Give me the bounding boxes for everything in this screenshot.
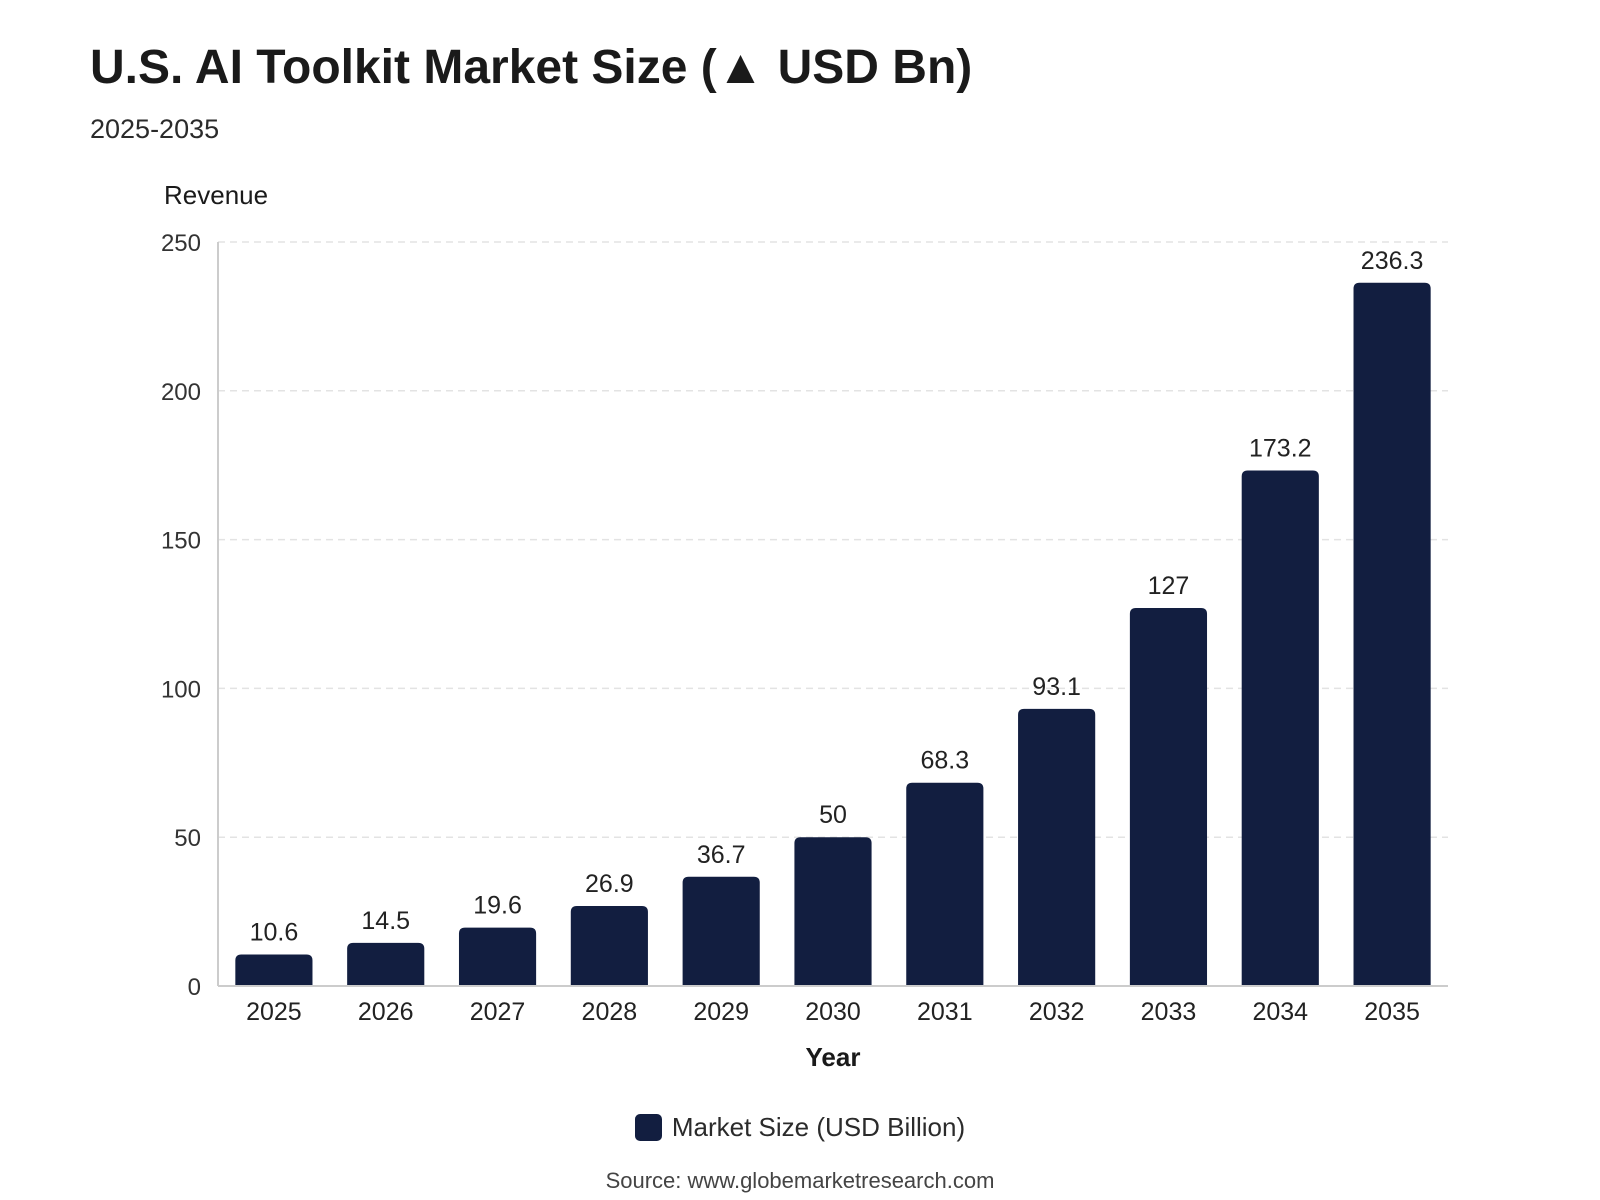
bar-2032 (1018, 708, 1096, 986)
x-axis-ticks: 2025 2026 2027 2028 2029 2030 2031 2032 2033 2034… (246, 998, 1420, 1026)
data-label-2031: 68.3 (920, 747, 969, 775)
bar-2027 (458, 927, 537, 986)
data-label-2029: 36.7 (697, 841, 746, 869)
data-label-2025: 10.6 (250, 918, 299, 946)
data-label-2032: 93.1 (1032, 673, 1081, 701)
x-tick-label-2025: 2025 (246, 998, 302, 1026)
y-axis-ticks: 0 50 100 150 200 250 (161, 230, 201, 1001)
x-tick-label-2027: 2027 (470, 998, 526, 1026)
x-tick-label-2029: 2029 (693, 998, 749, 1026)
x-tick-label-2035: 2035 (1364, 998, 1420, 1026)
x-axis-label: Year (806, 1042, 861, 1072)
data-label-2026: 14.5 (361, 907, 410, 935)
legend-label: Market Size (USD Billion) (671, 1112, 966, 1142)
data-labels: 10.6 14.5 19.6 26.9 36.7 50 68.3 93.1 127 173.2 23… (250, 247, 1424, 947)
y-tick-label: 0 (188, 974, 201, 1001)
bar-2026 (347, 942, 425, 986)
x-tick-label-2031: 2031 (917, 998, 973, 1026)
bar-2035 (1353, 282, 1431, 986)
source-note: Source: www.globemarketresearch.com (605, 1168, 995, 1193)
data-label-2033: 127 (1148, 572, 1190, 600)
x-tick-label-2033: 2033 (1141, 998, 1197, 1026)
bar-2031 (906, 782, 984, 986)
bar-2034 (1241, 470, 1319, 987)
bar-2025 (235, 954, 313, 986)
legend-swatch (634, 1114, 662, 1141)
bar-2029 (682, 876, 760, 986)
y-tick-label: 150 (161, 528, 201, 555)
chart-subtitle: 2025-2035 (90, 114, 220, 144)
bar-2028 (570, 905, 648, 986)
x-tick-label-2032: 2032 (1029, 998, 1085, 1026)
x-tick-label-2026: 2026 (358, 998, 414, 1026)
data-label-2034: 173.2 (1249, 435, 1312, 463)
y-tick-label: 100 (161, 676, 201, 703)
chart-title: U.S. AI Toolkit Market Size (▲ USD Bn) (90, 41, 973, 94)
x-tick-label-2028: 2028 (582, 998, 638, 1026)
bar-chart: 10.6 14.5 19.6 26.9 36.7 50 68.3 93.1 127 173.2 23… (161, 180, 1448, 1072)
bar-2030 (794, 837, 872, 986)
x-tick-label-2034: 2034 (1252, 998, 1308, 1026)
data-label-2027: 19.6 (473, 892, 522, 920)
y-tick-label: 250 (161, 230, 201, 257)
legend: Market Size (USD Billion) (0, 1112, 1600, 1143)
data-label-2035: 236.3 (1361, 247, 1424, 275)
data-label-2028: 26.9 (585, 870, 634, 898)
bar-2033 (1129, 608, 1208, 986)
x-tick-label-2030: 2030 (805, 998, 861, 1026)
data-label-2030: 50 (819, 801, 847, 829)
bars (235, 282, 1431, 987)
y-axis-label: Revenue (164, 180, 268, 210)
y-tick-label: 50 (174, 825, 201, 852)
y-tick-label: 200 (161, 379, 201, 406)
